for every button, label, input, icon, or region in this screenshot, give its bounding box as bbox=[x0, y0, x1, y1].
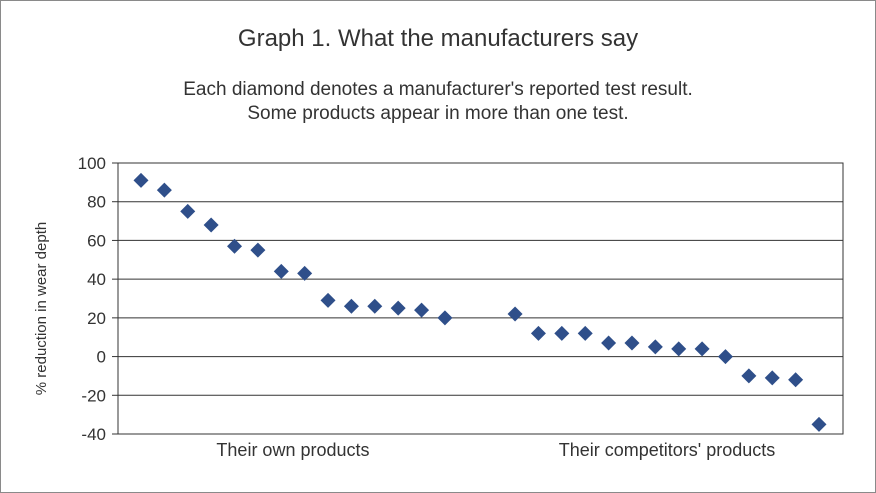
gridlines bbox=[112, 162, 843, 435]
data-point-diamond bbox=[227, 238, 243, 254]
x-category-label: Their own products bbox=[216, 440, 369, 460]
data-point-diamond bbox=[764, 370, 780, 386]
plot-area-border bbox=[117, 162, 844, 435]
data-point-diamond bbox=[554, 325, 570, 341]
data-point-diamond bbox=[180, 203, 196, 219]
data-point-diamond bbox=[811, 416, 827, 432]
chart-subtitle: Each diamond denotes a manufacturer's re… bbox=[1, 78, 875, 126]
data-point-diamond bbox=[577, 325, 593, 341]
data-point-diamond bbox=[390, 300, 406, 316]
y-tick-label: -20 bbox=[81, 386, 106, 405]
subtitle-line-1: Each diamond denotes a manufacturer's re… bbox=[183, 79, 693, 100]
data-point-diamond bbox=[133, 172, 149, 188]
x-category-label: Their competitors' products bbox=[559, 440, 776, 460]
data-point-diamond bbox=[343, 298, 359, 314]
data-point-diamond bbox=[507, 306, 523, 322]
data-point-diamond bbox=[320, 292, 336, 308]
data-point-diamond bbox=[788, 372, 804, 388]
data-point-diamond bbox=[250, 242, 266, 258]
x-category-labels: Their own products Their competitors' pro… bbox=[216, 440, 775, 460]
data-point-diamond bbox=[624, 335, 640, 351]
y-tick-label: 20 bbox=[87, 309, 106, 328]
data-point-diamond bbox=[601, 335, 617, 351]
y-tick-label: 100 bbox=[78, 154, 106, 173]
y-tick-label: 40 bbox=[87, 270, 106, 289]
data-point-diamond bbox=[694, 341, 710, 357]
y-tick-label: 80 bbox=[87, 193, 106, 212]
y-tick-label: -40 bbox=[81, 425, 106, 444]
y-tick-label: 60 bbox=[87, 231, 106, 250]
y-axis-label: % reduction in wear depth bbox=[33, 222, 50, 395]
data-point-diamond bbox=[717, 349, 733, 365]
y-tick-label: 0 bbox=[97, 348, 106, 367]
data-point-diamond bbox=[647, 339, 663, 355]
y-tick-labels: 100 80 60 40 20 0 -20 -40 bbox=[78, 154, 106, 444]
subtitle-line-2: Some products appear in more than one te… bbox=[247, 103, 629, 124]
data-point-diamond bbox=[530, 325, 546, 341]
data-point-diamond bbox=[203, 217, 219, 233]
data-points bbox=[133, 172, 827, 432]
data-point-diamond bbox=[741, 368, 757, 384]
data-point-diamond bbox=[297, 265, 313, 281]
data-point-diamond bbox=[367, 298, 383, 314]
data-point-diamond bbox=[273, 263, 289, 279]
data-point-diamond bbox=[156, 182, 172, 198]
data-point-diamond bbox=[671, 341, 687, 357]
data-point-diamond bbox=[414, 302, 430, 318]
data-point-diamond bbox=[437, 310, 453, 326]
chart-title: Graph 1. What the manufacturers say bbox=[237, 25, 639, 52]
